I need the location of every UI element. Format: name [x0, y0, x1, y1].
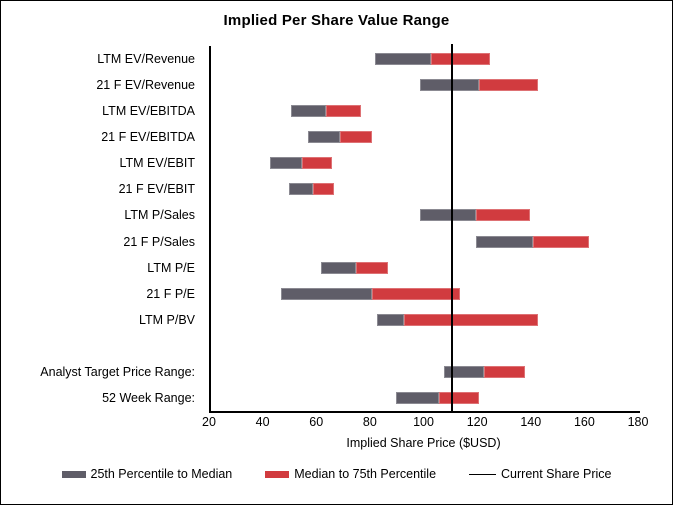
bar-median-to-75th-percentile — [326, 105, 362, 118]
bar-25th-percentile-to-median — [291, 105, 327, 118]
bar-25th-percentile-to-median — [269, 157, 303, 170]
category-label: LTM P/BV — [138, 312, 195, 327]
category-label: 21 F P/Sales — [123, 234, 195, 249]
bar-25th-percentile-to-median — [288, 183, 313, 196]
x-axis-tick-label: 100 — [413, 415, 434, 429]
bar-25th-percentile-to-median — [280, 287, 372, 300]
bar-median-to-75th-percentile — [476, 209, 531, 222]
bar-median-to-75th-percentile — [371, 287, 461, 300]
legend-item-median-to-75th: Median to 75th Percentile — [265, 467, 436, 481]
bar-median-to-75th-percentile — [404, 313, 539, 326]
bar-median-to-75th-percentile — [479, 79, 539, 92]
bar-median-to-75th-percentile — [312, 183, 335, 196]
x-axis-title: Implied Share Price ($USD) — [346, 436, 501, 450]
x-axis-tick-label: 160 — [573, 415, 595, 429]
bar-25th-percentile-to-median — [476, 235, 533, 248]
category-label: LTM EV/EBITDA — [102, 104, 195, 119]
category-labels: LTM EV/Revenue 21 F EV/Revenue LTM EV/EBIT… — [1, 46, 202, 411]
bar-median-to-75th-percentile — [430, 53, 490, 66]
bar-25th-percentile-to-median — [377, 313, 405, 326]
x-axis-tick-label: 40 — [255, 415, 270, 429]
category-label: LTM EV/EBIT — [119, 156, 195, 171]
bar-25th-percentile-to-median — [420, 209, 477, 222]
category-label: LTM P/Sales — [124, 208, 195, 223]
category-label: 21 F EV/EBIT — [118, 182, 195, 197]
chart-title: Implied Per Share Value Range — [223, 12, 450, 29]
legend: 25th Percentile to Median Median to 75th… — [1, 467, 672, 481]
x-axis-tick-label: 60 — [309, 415, 324, 429]
x-axis-tick-label: 80 — [362, 415, 377, 429]
legend-label: Current Share Price — [501, 467, 612, 481]
legend-label: 25th Percentile to Median — [90, 467, 233, 481]
bar-median-to-75th-percentile — [532, 235, 590, 248]
category-label: 21 F EV/EBITDA — [101, 130, 195, 145]
bar-median-to-75th-percentile — [355, 261, 388, 274]
bar-25th-percentile-to-median — [374, 53, 431, 66]
legend-item-current-share-price: Current Share Price — [469, 467, 612, 481]
bar-median-to-75th-percentile — [302, 157, 332, 170]
x-axis-tick-label: 180 — [627, 415, 649, 429]
category-label: LTM EV/Revenue — [97, 52, 195, 67]
bar-25th-percentile-to-median — [420, 79, 480, 92]
gray-bar-swatch-icon — [61, 470, 86, 478]
x-axis-tick-label: 120 — [466, 415, 488, 429]
bar-25th-percentile-to-median — [396, 391, 439, 404]
x-axis-tick-label: 140 — [520, 415, 542, 429]
category-label: Analyst Target Price Range: — [40, 364, 195, 379]
plot-area — [209, 44, 640, 413]
bar-median-to-75th-percentile — [484, 365, 525, 378]
legend-label: Median to 75th Percentile — [294, 467, 437, 481]
red-bar-swatch-icon — [265, 470, 290, 478]
bar-25th-percentile-to-median — [320, 261, 356, 274]
bar-median-to-75th-percentile — [438, 391, 480, 404]
category-label: 21 F P/E — [146, 286, 195, 301]
bar-median-to-75th-percentile — [339, 131, 372, 144]
category-label: LTM P/E — [147, 260, 195, 275]
line-swatch-icon — [469, 473, 497, 475]
legend-item-25th-to-median: 25th Percentile to Median — [61, 467, 233, 481]
bar-25th-percentile-to-median — [307, 131, 340, 144]
x-axis-ticks: 20 40 60 80 100 120 140 160 180 — [202, 415, 648, 431]
x-axis-tick-label: 20 — [202, 415, 216, 429]
category-label: 52 Week Range: — [102, 390, 195, 405]
category-label: 21 F EV/Revenue — [96, 78, 195, 93]
current-share-price-line — [451, 44, 454, 411]
bar-25th-percentile-to-median — [444, 365, 485, 378]
